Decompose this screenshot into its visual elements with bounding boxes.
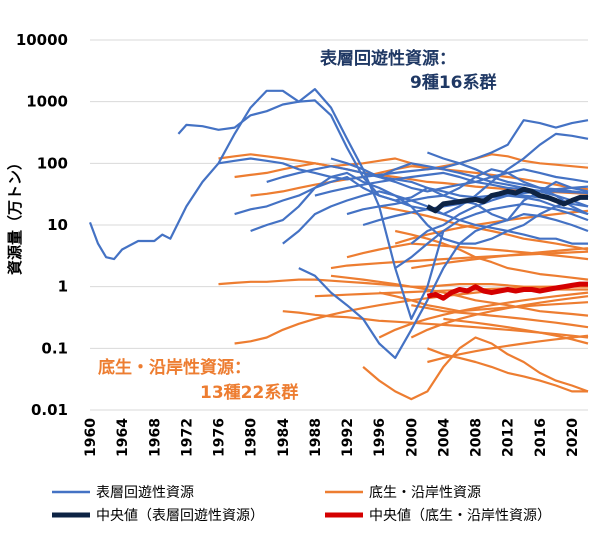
median-series-group <box>426 186 588 301</box>
demersal-series-group <box>218 153 589 401</box>
median-demersal-line <box>426 281 588 301</box>
annotation-pelagic-line1: 表層回遊性資源： <box>320 48 456 69</box>
legend-label-demersal: 底生・沿岸性資源 <box>369 485 481 501</box>
legend-label-median-pelagic: 中央値（表層回遊性資源） <box>96 508 264 524</box>
pelagic-series-line <box>410 194 589 245</box>
pelagic-series-line <box>250 171 589 245</box>
y-tick-label: 10 <box>47 216 68 234</box>
y-tick-labels: 10000 1000 100 10 1 0.1 0.01 <box>16 31 68 419</box>
pelagic-series-line <box>234 132 589 216</box>
demersal-series-line <box>362 336 589 401</box>
pelagic-series-line <box>330 157 589 193</box>
pelagic-series-line <box>298 213 589 359</box>
x-tick-label: 1980 <box>244 418 260 457</box>
demersal-series-line <box>346 242 589 261</box>
demersal-series-line <box>394 229 589 281</box>
pelagic-series-line <box>427 151 589 195</box>
x-tick-label: 1972 <box>179 418 195 457</box>
x-tick-label: 2012 <box>501 418 517 457</box>
x-tick-label: 2016 <box>533 418 549 457</box>
x-tick-label: 1960 <box>83 418 99 457</box>
x-tick-label: 1988 <box>308 418 324 457</box>
y-tick-label: 10000 <box>16 31 68 49</box>
gridlines <box>90 39 588 411</box>
demersal-series-line <box>218 153 589 171</box>
x-tick-label: 2020 <box>565 418 581 457</box>
annotation-demersal-line2: 13種22系群 <box>200 382 298 403</box>
x-tick-label: 1984 <box>276 418 292 457</box>
demersal-series-line <box>411 247 589 270</box>
legend: 表層回遊性資源 底生・沿岸性資源 中央値（表層回遊性資源） 中央値（底生・沿岸性… <box>52 485 551 524</box>
x-tick-label: 1996 <box>372 418 388 457</box>
y-tick-label: 1 <box>58 278 68 296</box>
x-tick-label: 1968 <box>147 418 163 457</box>
x-tick-labels: 1960 1964 1968 1972 1976 1980 1984 1988 1992 1996… <box>83 418 581 457</box>
y-axis-label: 資源量（万トン） <box>6 155 24 275</box>
demersal-series-line <box>330 274 589 317</box>
x-tick-label: 1964 <box>115 418 131 457</box>
demersal-series-line <box>394 209 589 245</box>
demersal-series-line <box>411 304 589 329</box>
demersal-series-line <box>427 334 589 364</box>
median-pelagic-line <box>426 186 588 214</box>
annotation-pelagic-line2: 9種16系群 <box>410 72 497 93</box>
y-tick-label: 0.01 <box>31 401 68 419</box>
legend-label-median-demersal: 中央値（底生・沿岸性資源） <box>369 508 551 524</box>
x-tick-label: 1992 <box>340 418 356 457</box>
pelagic-series-group <box>88 88 589 359</box>
x-tick-label: 2000 <box>404 418 420 457</box>
y-tick-label: 100 <box>37 154 68 172</box>
y-tick-label: 1000 <box>26 93 68 111</box>
annotation-demersal-line1: 底生・沿岸性資源： <box>98 357 251 378</box>
legend-label-pelagic: 表層回遊性資源 <box>96 485 194 501</box>
y-tick-label: 0.1 <box>41 339 68 357</box>
pelagic-series-line <box>346 168 589 216</box>
pelagic-series-line <box>218 119 589 181</box>
demersal-series-line <box>378 291 589 313</box>
pelagic-series-line <box>266 165 589 208</box>
demersal-series-line <box>427 347 588 393</box>
demersal-series-line <box>410 295 589 339</box>
demersal-series-line <box>250 165 589 197</box>
pelagic-series-line <box>394 202 589 270</box>
x-tick-label: 2008 <box>469 418 485 457</box>
x-tick-label: 2004 <box>436 418 452 457</box>
x-tick-label: 1976 <box>212 418 228 457</box>
pelagic-series-line <box>378 162 589 208</box>
